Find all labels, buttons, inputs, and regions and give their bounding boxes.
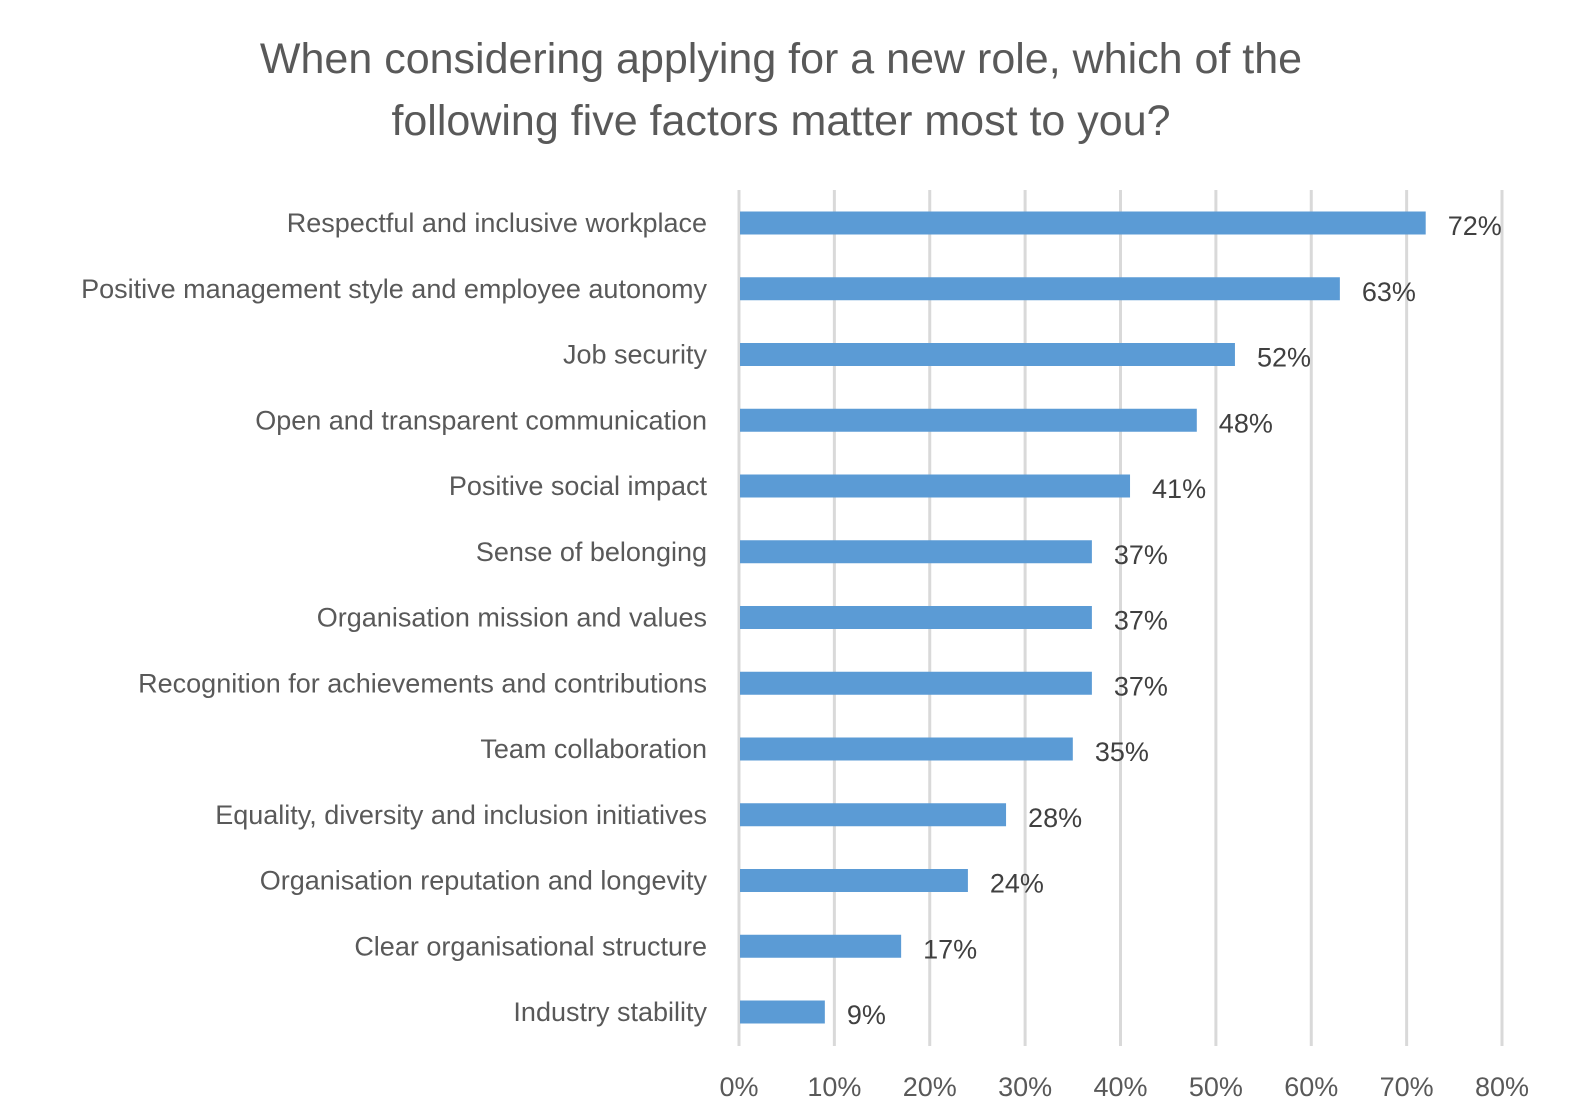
data-label: 52%	[1257, 343, 1311, 373]
category-label: Recognition for achievements and contrib…	[138, 668, 707, 698]
data-label: 9%	[847, 1000, 886, 1030]
data-label: 17%	[923, 934, 977, 964]
data-label: 24%	[990, 869, 1044, 899]
x-tick-label: 80%	[1475, 1072, 1529, 1102]
bar	[740, 474, 1131, 498]
x-tick-label: 70%	[1380, 1072, 1434, 1102]
bar	[740, 343, 1235, 366]
data-label: 37%	[1114, 606, 1168, 636]
chart-title-line-2: following five factors matter most to yo…	[391, 97, 1171, 145]
bar	[740, 737, 1073, 761]
data-label: 63%	[1362, 277, 1416, 307]
x-tick-label: 30%	[998, 1072, 1052, 1102]
category-label: Open and transparent communication	[255, 405, 707, 435]
category-label: Organisation mission and values	[317, 603, 707, 633]
category-label: Job security	[563, 340, 708, 370]
bar	[740, 869, 968, 892]
category-label: Positive management style and employee a…	[81, 274, 707, 304]
category-label: Organisation reputation and longevity	[260, 866, 708, 896]
category-label: Respectful and inclusive workplace	[287, 208, 707, 238]
category-label: Clear organisational structure	[354, 931, 707, 961]
x-tick-label: 40%	[1093, 1072, 1147, 1102]
category-label: Team collaboration	[480, 734, 707, 764]
bar	[740, 277, 1340, 301]
bar	[740, 540, 1092, 564]
x-tick-label: 20%	[903, 1072, 957, 1102]
data-label: 72%	[1448, 211, 1502, 241]
data-label: 48%	[1219, 408, 1273, 438]
x-tick-label: 0%	[719, 1072, 758, 1102]
x-tick-label: 10%	[807, 1072, 861, 1102]
chart-title: When considering applying for a new role…	[0, 28, 1562, 152]
data-label: 35%	[1095, 737, 1149, 767]
bar	[740, 1000, 825, 1024]
category-label: Industry stability	[513, 997, 707, 1027]
bar	[740, 934, 902, 958]
category-label: Equality, diversity and inclusion initia…	[215, 800, 707, 830]
category-label: Positive social impact	[449, 471, 708, 501]
bar	[740, 606, 1092, 629]
chart-title-line-1: When considering applying for a new role…	[259, 35, 1303, 83]
data-label: 28%	[1028, 803, 1082, 833]
bar	[740, 408, 1197, 432]
data-label: 41%	[1152, 474, 1206, 504]
x-tick-label: 60%	[1284, 1072, 1338, 1102]
x-tick-label: 50%	[1189, 1072, 1243, 1102]
data-label: 37%	[1114, 540, 1168, 570]
category-label: Sense of belonging	[476, 537, 707, 567]
bar	[740, 803, 1007, 827]
data-label: 37%	[1114, 671, 1168, 701]
bar	[740, 211, 1426, 235]
bar	[740, 671, 1092, 695]
